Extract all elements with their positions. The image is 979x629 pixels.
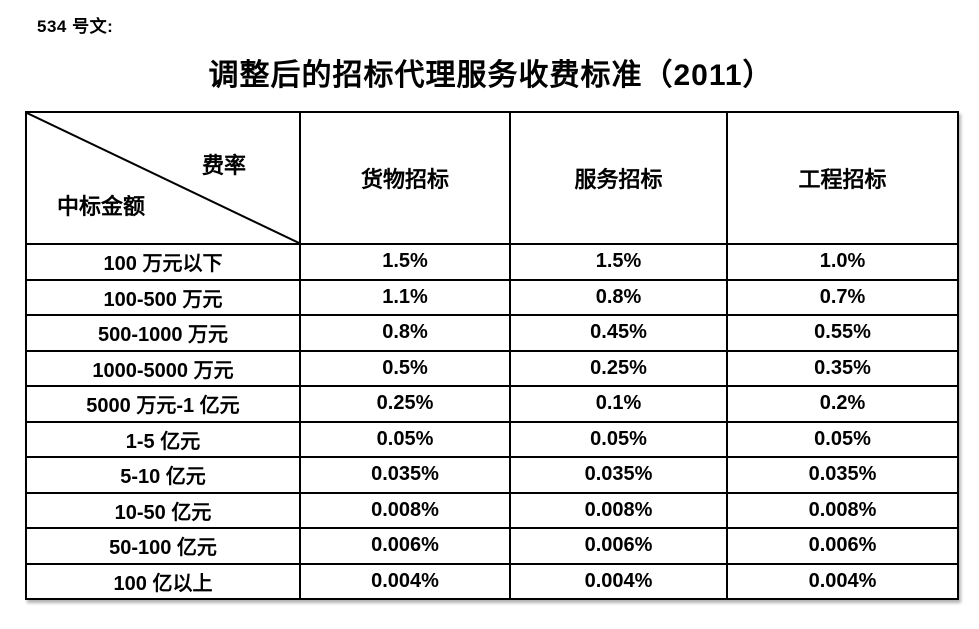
column-header-services: 服务招标 bbox=[509, 111, 728, 245]
row-label: 50-100 亿元 bbox=[25, 527, 301, 565]
fee-value: 1.0% bbox=[726, 243, 959, 281]
fee-value: 0.55% bbox=[726, 314, 959, 352]
table-row: 5000 万元-1 亿元 0.25% 0.1% 0.2% bbox=[25, 385, 959, 423]
table-row: 10-50 亿元 0.008% 0.008% 0.008% bbox=[25, 491, 959, 529]
column-header-goods: 货物招标 bbox=[299, 111, 511, 245]
fee-value: 0.008% bbox=[509, 491, 728, 529]
fee-value: 0.006% bbox=[726, 527, 959, 565]
row-label: 5-10 亿元 bbox=[25, 456, 301, 494]
table-row: 100 亿以上 0.004% 0.004% 0.004% bbox=[25, 562, 959, 600]
corner-label-bid-amount: 中标金额 bbox=[57, 194, 146, 219]
fee-value: 0.25% bbox=[299, 385, 511, 423]
fee-value: 0.2% bbox=[726, 385, 959, 423]
fee-table: 费率 中标金额 货物招标 服务招标 工程招标 100 万元以下 1.5% 1.5… bbox=[25, 111, 959, 600]
fee-value: 0.035% bbox=[509, 456, 728, 494]
fee-value: 0.8% bbox=[299, 314, 511, 352]
fee-value: 0.004% bbox=[299, 562, 511, 600]
fee-value: 1.1% bbox=[299, 278, 511, 316]
row-label: 1000-5000 万元 bbox=[25, 349, 301, 387]
corner-header-cell: 费率 中标金额 bbox=[25, 111, 301, 245]
doc-ref: 534 号文: bbox=[37, 17, 114, 36]
fee-value: 0.1% bbox=[509, 385, 728, 423]
fee-value: 0.004% bbox=[509, 562, 728, 600]
table-header-row: 费率 中标金额 货物招标 服务招标 工程招标 bbox=[25, 111, 959, 245]
fee-value: 0.8% bbox=[509, 278, 728, 316]
row-label: 100-500 万元 bbox=[25, 278, 301, 316]
fee-value: 0.5% bbox=[299, 349, 511, 387]
column-header-engineering: 工程招标 bbox=[726, 111, 959, 245]
table-row: 100 万元以下 1.5% 1.5% 1.0% bbox=[25, 243, 959, 281]
table-row: 1000-5000 万元 0.5% 0.25% 0.35% bbox=[25, 349, 959, 387]
row-label: 500-1000 万元 bbox=[25, 314, 301, 352]
corner-label-fee-rate: 费率 bbox=[202, 153, 247, 178]
fee-value: 0.006% bbox=[299, 527, 511, 565]
fee-value: 0.7% bbox=[726, 278, 959, 316]
table-row: 5-10 亿元 0.035% 0.035% 0.035% bbox=[25, 456, 959, 494]
fee-table-body: 100 万元以下 1.5% 1.5% 1.0% 100-500 万元 1.1% … bbox=[25, 243, 959, 600]
fee-value: 1.5% bbox=[509, 243, 728, 281]
page-title: 调整后的招标代理服务收费标准（2011） bbox=[208, 59, 774, 92]
fee-value: 0.008% bbox=[299, 491, 511, 529]
fee-value: 0.05% bbox=[299, 420, 511, 458]
fee-value: 0.004% bbox=[726, 562, 959, 600]
row-label: 10-50 亿元 bbox=[25, 491, 301, 529]
row-label: 100 亿以上 bbox=[25, 562, 301, 600]
fee-value: 0.25% bbox=[509, 349, 728, 387]
fee-value: 0.05% bbox=[726, 420, 959, 458]
fee-value: 0.05% bbox=[509, 420, 728, 458]
table-row: 1-5 亿元 0.05% 0.05% 0.05% bbox=[25, 420, 959, 458]
row-label: 5000 万元-1 亿元 bbox=[25, 385, 301, 423]
table-row: 100-500 万元 1.1% 0.8% 0.7% bbox=[25, 278, 959, 316]
fee-value: 0.45% bbox=[509, 314, 728, 352]
fee-value: 0.006% bbox=[509, 527, 728, 565]
row-label: 1-5 亿元 bbox=[25, 420, 301, 458]
fee-value: 0.35% bbox=[726, 349, 959, 387]
fee-value: 0.008% bbox=[726, 491, 959, 529]
table-row: 50-100 亿元 0.006% 0.006% 0.006% bbox=[25, 527, 959, 565]
fee-value: 1.5% bbox=[299, 243, 511, 281]
fee-value: 0.035% bbox=[299, 456, 511, 494]
row-label: 100 万元以下 bbox=[25, 243, 301, 281]
table-row: 500-1000 万元 0.8% 0.45% 0.55% bbox=[25, 314, 959, 352]
fee-value: 0.035% bbox=[726, 456, 959, 494]
diagonal-divider-line bbox=[28, 114, 298, 242]
